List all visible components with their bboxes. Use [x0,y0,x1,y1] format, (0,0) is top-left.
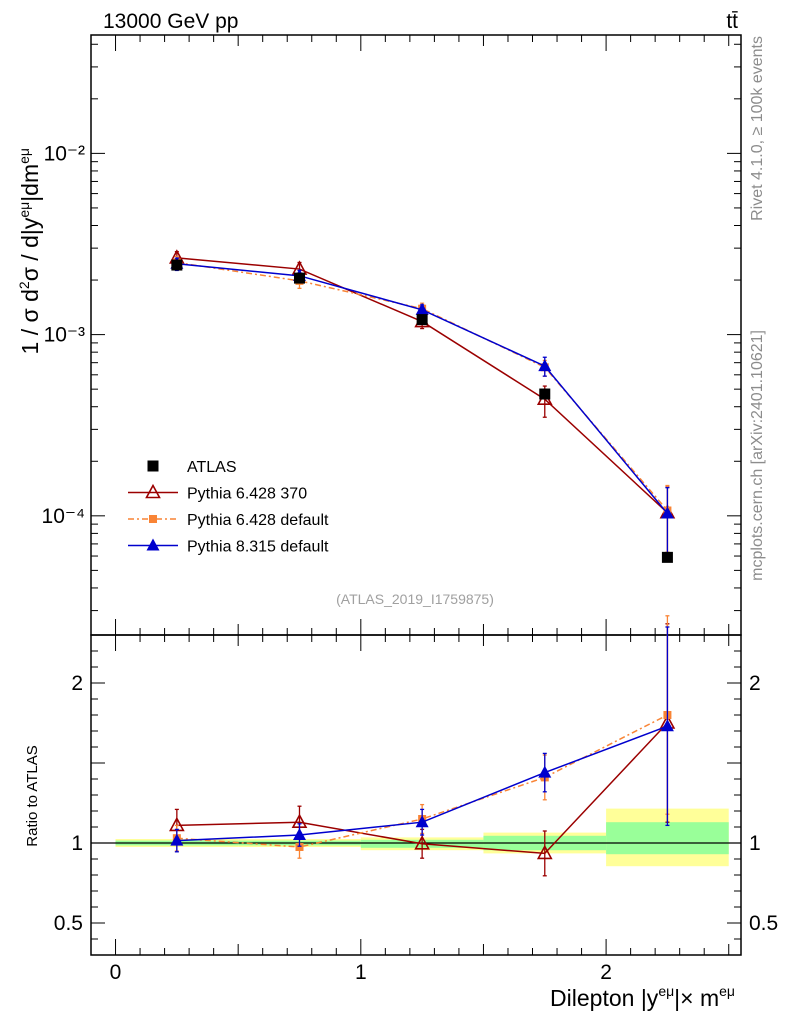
legend-label-pythia-8-315-default: Pythia 8.315 default [187,539,329,556]
main-line-pythia-8-315-default [176,263,668,514]
main-point-pythia-8-315-default [660,506,674,519]
main-point-atlas [293,272,305,284]
xtick-label: 1 [355,961,367,984]
main-ytick-label: 10⁻³ [44,324,85,347]
ratio-ytick-label-right: 2 [749,672,761,695]
ratio-point-pythia-6-428-default [295,843,304,851]
ratio-point-pythia-8-315-default [170,833,184,846]
legend-label-atlas: ATLAS [187,459,237,476]
legend-marker-pythia-6-428-default [149,515,157,523]
ratio-band-green [606,822,729,855]
ratio-ytick-label-right: 0.5 [749,912,778,935]
legend-marker-pythia-8-315-default [146,538,160,551]
legend-label-pythia-6-428-370: Pythia 6.428 370 [187,486,307,503]
xtick-label: 0 [110,961,122,984]
xtick-label: 2 [600,961,612,984]
legend-marker-atlas [147,460,159,472]
ratio-point-pythia-8-315-default [660,719,674,732]
mcplots-label: mcplots.cern.ch [arXiv:2401.10621] [749,330,766,581]
analysis-watermark: (ATLAS_2019_I1759875) [336,591,494,607]
ratio-panel-frame [90,634,742,956]
legend-label-pythia-6-428-default: Pythia 6.428 default [187,512,329,529]
main-line-pythia-6-428-370 [176,257,668,514]
main-point-atlas [416,314,428,326]
ratio-point-pythia-8-315-default [292,828,306,840]
header-left-title: 13000 GeV pp [103,10,238,33]
ratio-ytick-label-left: 2 [71,672,83,695]
x-axis-label: Dilepton |yeμ|× meμ [550,983,735,1011]
svg-text:1 / σ d2σ / d|yeμ|dmeμ: 1 / σ d2σ / d|yeμ|dmeμ [16,148,43,354]
main-ytick-label: 10⁻² [44,142,85,165]
ratio-ytick-label-right: 1 [749,832,761,855]
ratio-ytick-label-left: 1 [71,832,83,855]
rivet-label: Rivet 4.1.0, ≥ 100k events [749,36,766,221]
main-line-pythia-6-428-default [176,261,668,511]
ratio-point-pythia-8-315-default [415,815,429,828]
header-right-title: tt̄ [726,10,738,33]
main-ylabel: 1 / σ d2σ / d|yeμ|dmeμ [16,148,43,354]
main-point-atlas [661,551,673,563]
main-point-pythia-8-315-default [538,359,552,372]
ratio-ylabel: Ratio to ATLAS [24,745,41,846]
main-point-atlas [171,259,183,271]
main-ytick-label: 10⁻⁴ [42,505,85,528]
ratio-ytick-label-left: 0.5 [54,912,83,935]
main-point-pythia-8-315-default [415,302,429,315]
ratio-point-pythia-8-315-default [538,765,552,778]
ratio-point-pythia-6-428-370 [536,844,553,860]
ratio-point-pythia-6-428-370 [414,835,430,850]
main-point-atlas [539,388,551,400]
legend-marker-pythia-6-428-370 [145,483,161,499]
